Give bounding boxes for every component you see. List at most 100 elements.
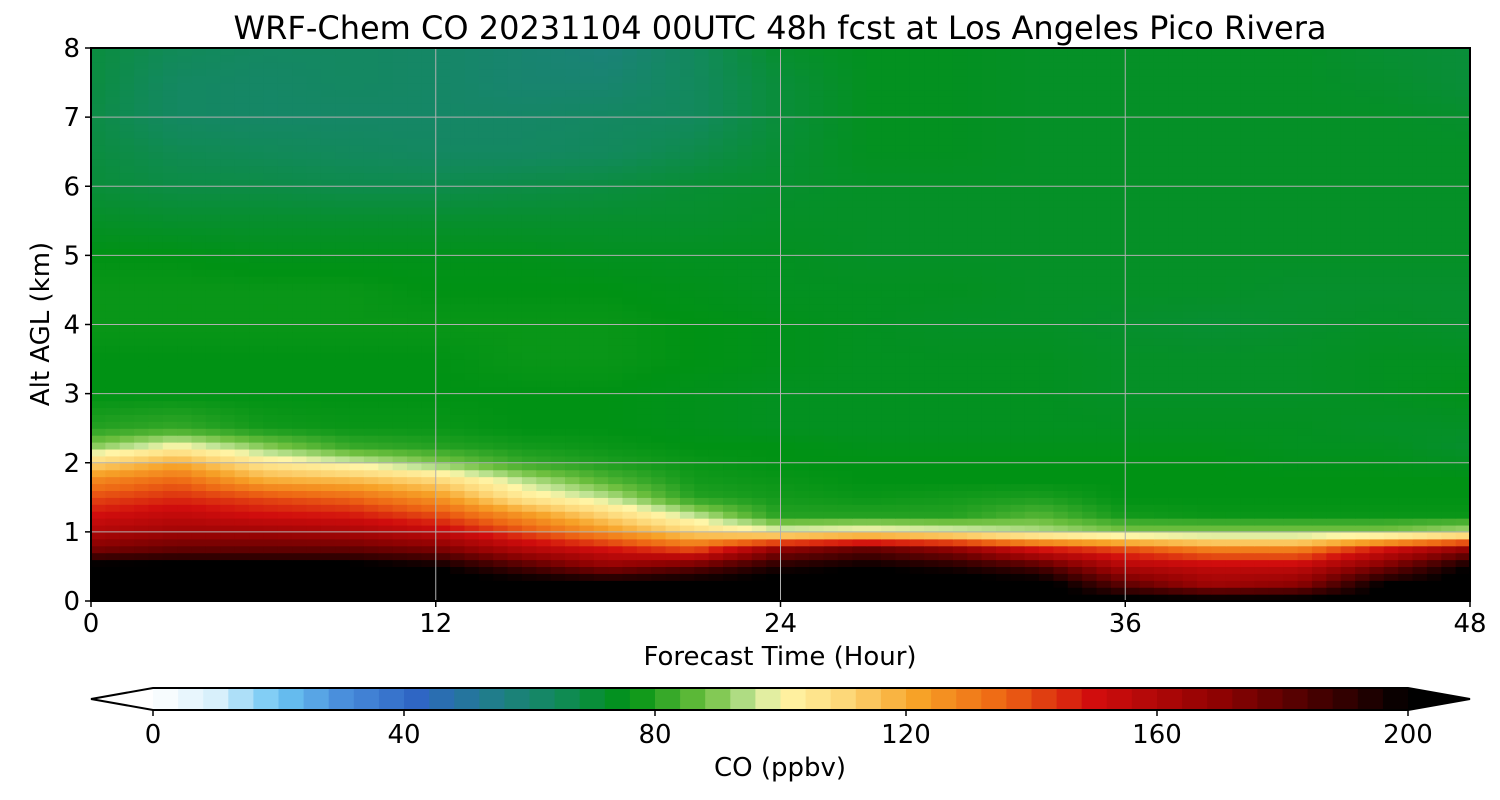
heatmap-cell (91, 393, 106, 402)
heatmap-cell (177, 400, 193, 409)
heatmap-cell (708, 531, 724, 540)
heatmap-cell (421, 435, 437, 443)
heatmap-cell (1441, 587, 1457, 595)
heatmap-cell (177, 352, 193, 360)
heatmap-cell (1110, 262, 1126, 270)
heatmap-cell (579, 421, 595, 429)
heatmap-cell (938, 289, 954, 298)
heatmap-cell (464, 331, 480, 339)
heatmap-cell (1039, 289, 1055, 298)
heatmap-cell (1139, 296, 1155, 305)
heatmap-cell (392, 414, 408, 422)
heatmap-cell (952, 289, 968, 298)
heatmap-cell (1096, 497, 1112, 505)
heatmap-cell (1297, 566, 1313, 574)
heatmap-cell (1340, 545, 1356, 554)
heatmap-cell (320, 559, 336, 568)
heatmap-cell (1182, 469, 1198, 478)
heatmap-cell (550, 248, 566, 256)
heatmap-cell (881, 518, 897, 526)
heatmap-cell (220, 303, 236, 312)
heatmap-cell (823, 435, 839, 443)
heatmap-cell (967, 352, 983, 360)
heatmap-cell (407, 331, 422, 339)
heatmap-cell (1369, 531, 1385, 540)
heatmap-cell (1369, 594, 1385, 602)
heatmap-cell (995, 442, 1011, 450)
heatmap-cell (766, 476, 782, 485)
heatmap-cell (1268, 379, 1284, 388)
heatmap-cell (565, 573, 580, 581)
heatmap-cell (392, 448, 408, 457)
heatmap-cell (1168, 386, 1184, 395)
heatmap-cell (162, 386, 178, 395)
heatmap-cell (1283, 255, 1299, 263)
heatmap-cell (435, 324, 451, 333)
heatmap-cell (1197, 531, 1213, 540)
heatmap-cell (952, 241, 968, 250)
heatmap-cell (694, 428, 710, 436)
heatmap-cell (924, 310, 940, 319)
heatmap-cell (1096, 241, 1112, 250)
heatmap-cell (220, 435, 236, 443)
heatmap-cell (938, 338, 954, 346)
heatmap-cell (1297, 538, 1313, 547)
heatmap-cell (119, 241, 135, 250)
heatmap-cell (938, 483, 954, 491)
heatmap-cell (407, 573, 422, 581)
heatmap-cell (421, 580, 437, 588)
heatmap-cell (622, 594, 638, 602)
heatmap-cell (1355, 365, 1371, 374)
heatmap-cell (723, 400, 738, 409)
heatmap-cell (392, 428, 408, 436)
heatmap-cell (378, 428, 394, 436)
heatmap-cell (1441, 580, 1457, 588)
heatmap-cell (478, 442, 494, 450)
heatmap-cell (1326, 566, 1342, 574)
heatmap-cell (852, 490, 868, 498)
heatmap-cell (723, 573, 738, 581)
heatmap-cell (263, 255, 279, 263)
heatmap-cell (723, 241, 738, 250)
heatmap-cell (1010, 303, 1026, 312)
heatmap-cell (1254, 407, 1270, 415)
heatmap-cell (967, 497, 983, 505)
heatmap-cell (952, 338, 968, 346)
heatmap-cell (421, 448, 437, 457)
heatmap-cell (665, 345, 681, 353)
heatmap-cell (924, 552, 940, 561)
heatmap-cell (277, 580, 293, 588)
heatmap-cell (335, 407, 351, 415)
heatmap-cell (1082, 255, 1098, 263)
heatmap-cell (550, 310, 566, 319)
heatmap-cell (1340, 455, 1356, 464)
heatmap-cell (1125, 262, 1141, 270)
heatmap-cell (91, 365, 106, 374)
heatmap-cell (780, 400, 796, 409)
heatmap-cell (277, 414, 293, 422)
heatmap-cell (407, 462, 422, 471)
heatmap-cell (909, 594, 925, 602)
heatmap-cell (866, 255, 882, 263)
heatmap-cell (565, 518, 580, 526)
heatmap-cell (234, 379, 250, 388)
heatmap-cell (306, 497, 322, 505)
heatmap-cell (91, 234, 106, 243)
heatmap-cell (866, 580, 882, 588)
heatmap-cell (191, 400, 207, 409)
heatmap-cell (636, 594, 652, 602)
heatmap-cell (809, 421, 825, 429)
heatmap-cell (1182, 573, 1198, 581)
heatmap-cell (1283, 359, 1299, 367)
heatmap-cell (220, 504, 236, 512)
heatmap-cell (335, 296, 351, 305)
heatmap-cell (191, 414, 207, 422)
heatmap-cell (205, 365, 221, 374)
heatmap-cell (105, 524, 121, 533)
heatmap-cell (952, 400, 968, 409)
heatmap-cell (708, 428, 724, 436)
heatmap-cell (1053, 352, 1069, 360)
heatmap-cell (234, 276, 250, 284)
heatmap-cell (134, 359, 150, 367)
heatmap-cell (1369, 476, 1385, 485)
